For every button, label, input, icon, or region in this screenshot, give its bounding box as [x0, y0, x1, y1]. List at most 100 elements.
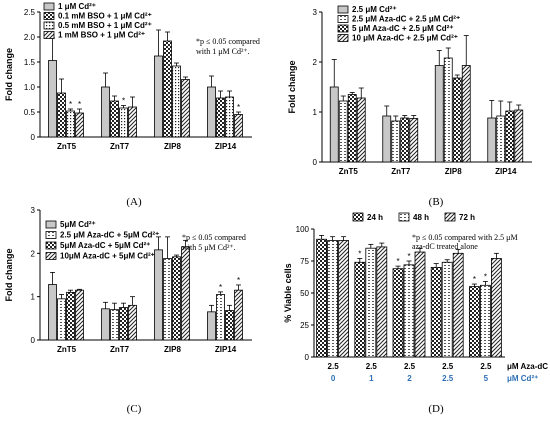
category-label: ZIP8	[164, 345, 181, 354]
y-tick-label: 0	[313, 158, 318, 167]
bar	[119, 307, 128, 341]
bar	[338, 100, 348, 163]
y-tick-label: 3	[313, 8, 318, 17]
bar	[354, 261, 366, 358]
legend-swatch	[43, 2, 55, 11]
legend-swatch	[444, 212, 456, 222]
y-tick-label: 2	[31, 249, 36, 258]
bar	[207, 311, 216, 341]
row1-title: μM Aza-dC	[507, 362, 548, 371]
bar	[75, 112, 84, 138]
panel-label: (D)	[428, 403, 444, 415]
category-label: 2.5	[442, 362, 454, 371]
y-tick-label: 1	[313, 108, 318, 117]
bar	[163, 40, 172, 138]
bar	[172, 65, 181, 138]
bar	[403, 264, 415, 358]
legend-label: 5μM Aza-dC + 5μM Cd²⁺	[60, 241, 150, 250]
legend-swatch	[337, 24, 349, 33]
y-axis-label: Fold change	[4, 248, 14, 301]
significance-note: *p ≤ 0.05 compared	[196, 37, 260, 46]
bar	[479, 284, 491, 358]
bar	[316, 238, 328, 358]
category-label: ZIP14	[215, 345, 237, 354]
bar	[392, 268, 404, 358]
legend-swatch	[45, 252, 57, 260]
bar	[487, 117, 497, 163]
bar	[154, 55, 163, 138]
bar	[110, 309, 119, 341]
bar	[66, 291, 75, 341]
bar	[234, 114, 243, 138]
category-label: 2.5	[328, 362, 340, 371]
bar	[365, 247, 377, 358]
significance-star: *	[473, 275, 476, 284]
y-tick-label: 25	[300, 321, 309, 330]
significance-star: *	[219, 283, 222, 292]
bar	[347, 94, 357, 163]
bar	[119, 107, 128, 138]
legend-label: 0.1 mM BSO + 1 μM Cd²⁺	[58, 12, 152, 21]
category-label: ZnT5	[339, 167, 359, 176]
row2-title: μM Cd²⁺	[507, 374, 538, 383]
bar	[382, 115, 392, 163]
y-tick-label: 75	[300, 257, 309, 266]
bar	[327, 240, 339, 358]
legend-swatch	[43, 21, 55, 30]
y-axis-label: Fold change	[287, 60, 297, 113]
bar	[441, 261, 453, 358]
category-label: ZnT5	[57, 142, 77, 151]
legend-swatch	[45, 220, 57, 229]
legend-swatch	[337, 34, 349, 42]
y-axis-label: Fold change	[4, 48, 14, 101]
legend-label: 2.5 μM Aza-dC + 2.5 μM Cd²⁺	[352, 15, 460, 24]
bar	[391, 120, 401, 163]
bar	[461, 65, 471, 163]
bar	[514, 109, 524, 163]
bar	[443, 57, 453, 163]
bar	[216, 97, 225, 138]
significance-star: *	[237, 103, 240, 112]
y-tick-label: 1.0	[24, 83, 36, 92]
legend-label: 24 h	[367, 213, 383, 222]
y-tick-label: 2.0	[24, 33, 36, 42]
bar	[225, 310, 234, 341]
y-tick-label: 0.5	[24, 108, 36, 117]
legend-swatch	[43, 31, 55, 39]
significance-star: *	[407, 252, 410, 261]
y-tick-label: 1.5	[24, 58, 36, 67]
bar	[490, 258, 502, 358]
significance-star: *	[78, 100, 81, 109]
bar	[154, 249, 163, 341]
category-label-row2: 2	[407, 374, 412, 383]
bar	[496, 115, 506, 163]
bar	[128, 304, 137, 341]
bar	[172, 256, 181, 341]
category-label-row2: 1	[369, 374, 374, 383]
bar	[57, 298, 66, 341]
significance-note: with 5 μM Cd²⁺.	[182, 243, 236, 252]
bar	[234, 289, 243, 341]
category-label-row2: 5	[484, 374, 489, 383]
category-label: ZIP8	[164, 142, 181, 151]
legend-label: 5 μM Aza-dC + 2.5 μM Cd²⁺	[352, 24, 454, 33]
legend-swatch	[45, 241, 57, 250]
significance-star: *	[396, 257, 399, 266]
significance-star: *	[484, 272, 487, 281]
y-tick-label: 2	[313, 58, 318, 67]
significance-star: *	[358, 249, 361, 258]
legend-swatch	[45, 231, 57, 239]
bar	[207, 86, 216, 138]
y-tick-label: 0	[305, 353, 310, 362]
bar	[400, 117, 410, 163]
category-label: 2.5	[366, 362, 378, 371]
bar	[110, 100, 119, 138]
bar	[75, 289, 84, 341]
category-label: 2.5	[480, 362, 492, 371]
bar	[181, 79, 190, 138]
bar	[48, 284, 57, 341]
legend-label: 1 μM Cd²⁺	[58, 2, 96, 11]
y-tick-label: 0	[31, 133, 36, 142]
significance-note: aza-dC treated alone	[412, 242, 478, 251]
